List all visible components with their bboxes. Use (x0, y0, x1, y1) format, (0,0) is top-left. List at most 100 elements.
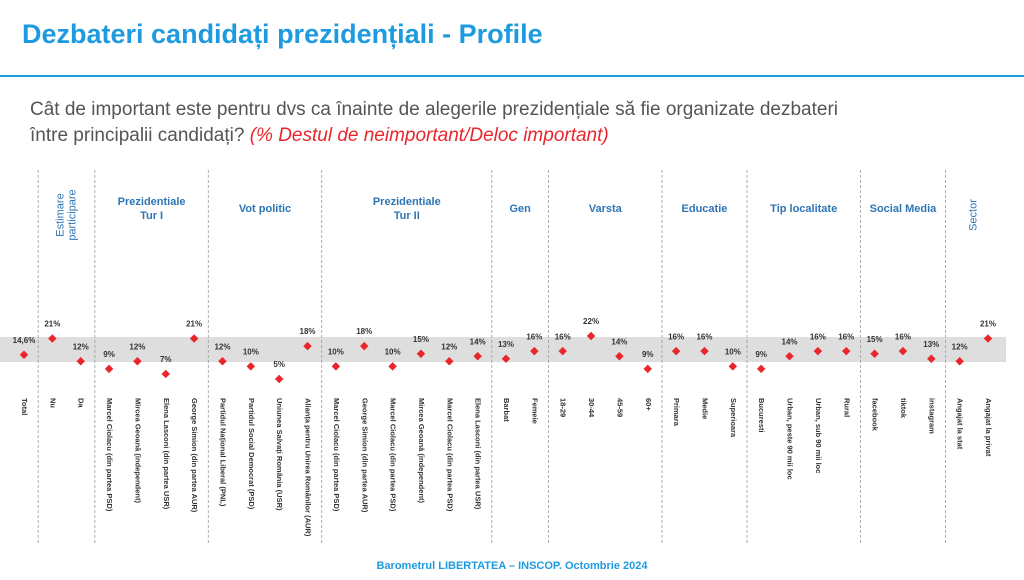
dot (671, 346, 681, 356)
value-label: 10% (385, 347, 401, 356)
category-label: 45-59 (615, 398, 624, 417)
group-label: Prezidentiale (373, 196, 441, 208)
category-label: Alianța pentru Unirea Românilor (AUR) (304, 398, 313, 537)
category-label: Marcel Ciolacu (din partea PSD) (332, 398, 341, 512)
category-label: Uniunea Salvați România (USR) (275, 398, 284, 511)
group-label: participare (66, 189, 78, 240)
category-label: 30-44 (587, 398, 596, 418)
dot (445, 357, 454, 366)
dot (756, 364, 766, 374)
question: între principalii candidați? (% Destul d… (29, 125, 609, 146)
group-label: Tip localitate (770, 203, 837, 215)
value-label: 21% (980, 320, 996, 329)
category-label: Mircea Geoană (independent) (417, 398, 426, 504)
dot (416, 349, 426, 358)
value-label: 14% (611, 337, 627, 346)
category-label: Elena Lasconi (din partea USR) (162, 398, 171, 510)
dot (218, 357, 227, 366)
title: Dezbateri candidați prezidențiali - Prof… (22, 19, 543, 49)
value-label: 16% (526, 332, 542, 341)
value-label: 21% (186, 320, 202, 329)
value-label: 5% (273, 360, 285, 369)
category-label: Primara (672, 398, 681, 427)
dot (303, 341, 312, 351)
group-label: Tur II (394, 210, 420, 222)
category-label: 60+ (644, 398, 653, 411)
value-label: 13% (923, 340, 939, 349)
question-line: între principalii candidați? (29, 125, 244, 146)
category-label: Superioara (729, 398, 738, 438)
dot (643, 364, 653, 374)
dot (700, 346, 709, 356)
value-label: 14% (782, 337, 798, 346)
dot (558, 346, 567, 356)
category-label: Rural (842, 398, 851, 417)
group-label: Estimare (54, 193, 66, 236)
value-label: 18% (356, 327, 372, 336)
category-label: Partidul Național Liberal (PNL) (218, 398, 227, 507)
category-label: 18-29 (559, 398, 568, 417)
category-label: George Simion (din partea AUR) (190, 398, 199, 513)
value-label: 12% (129, 342, 145, 351)
category-label: Urban, peste 90 mii loc (786, 398, 795, 480)
value-label: 18% (300, 327, 316, 336)
category-label: Femeie (530, 398, 539, 424)
category-label: tiktok (899, 398, 908, 419)
dot (76, 357, 85, 366)
category-label: Urban, sub 90 mii loc (814, 398, 823, 473)
dot (870, 349, 879, 358)
group-label: Gen (509, 203, 531, 215)
category-label: Total (20, 398, 29, 415)
value-label: 10% (725, 347, 741, 356)
dot (927, 354, 936, 364)
dot (898, 346, 908, 356)
value-label: 7% (160, 355, 172, 364)
dot (615, 351, 624, 361)
value-label: 10% (328, 347, 344, 356)
dot (189, 334, 199, 343)
value-label: 16% (555, 332, 571, 341)
value-label: 9% (642, 350, 654, 359)
value-label: 14,6% (13, 336, 36, 345)
value-label: 16% (810, 332, 826, 341)
category-label: George Simion (din partea AUR) (360, 398, 369, 513)
group-label: Varsta (589, 203, 623, 215)
value-label: 12% (441, 342, 457, 351)
group-label: Vot politic (239, 203, 291, 215)
category-label: Angajat la privat (984, 398, 993, 457)
value-label: 16% (838, 332, 854, 341)
footer: Barometrul LIBERTATEA – INSCOP. Octombri… (377, 560, 649, 572)
value-label: 10% (243, 347, 259, 356)
category-label: Da (77, 398, 86, 408)
category-label: facebook (871, 398, 880, 432)
dot (246, 362, 256, 371)
dot (841, 346, 851, 356)
question: Cât de important este pentru dvs ca înai… (30, 99, 838, 120)
category-label: Angajat la stat (956, 398, 965, 450)
group-label: Educatie (682, 203, 728, 215)
dot (161, 369, 171, 379)
value-label: 21% (44, 320, 60, 329)
dot (331, 362, 341, 371)
category-label: Marcel Ciolacu (din partea PSD) (105, 398, 114, 512)
dot (359, 341, 369, 351)
dot (388, 362, 397, 371)
group-label: Tur I (140, 210, 163, 222)
dot (955, 357, 964, 366)
category-label: Marcel Ciolacu (din partea PSD) (389, 398, 398, 512)
dot (274, 374, 284, 384)
dot (813, 346, 823, 356)
dot (473, 351, 482, 361)
category-label: Marcel Ciolacu (din partea PSD) (445, 398, 454, 512)
dot (104, 364, 114, 374)
category-label: Nu (48, 398, 57, 408)
question-note: (% Destul de neimportant/Deloc important… (250, 125, 609, 146)
value-label: 15% (413, 335, 429, 344)
group-label: Prezidentiale (118, 196, 186, 208)
value-label: 9% (755, 350, 767, 359)
value-label: 12% (73, 342, 89, 351)
value-label: 15% (867, 335, 883, 344)
value-label: 16% (696, 332, 712, 341)
